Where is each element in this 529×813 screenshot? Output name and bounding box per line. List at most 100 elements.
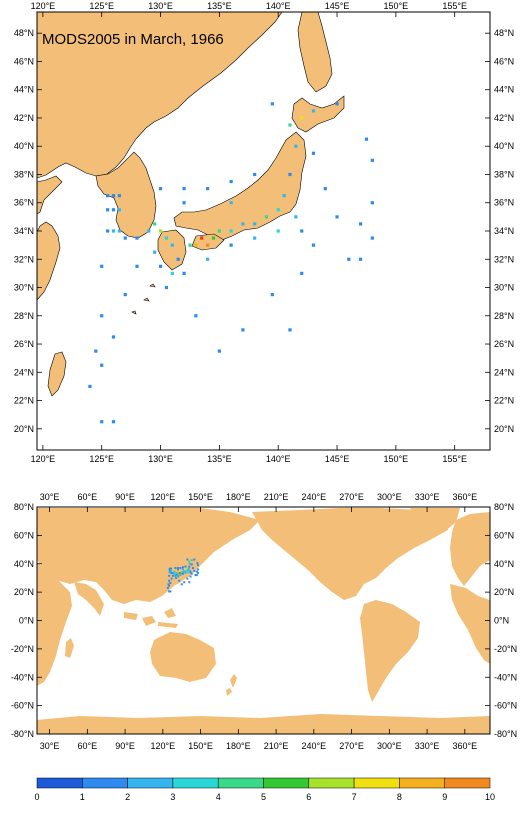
global-observation-cell xyxy=(183,570,186,573)
observation-cell xyxy=(135,236,139,240)
observation-cell xyxy=(311,109,316,113)
global-observation-cell xyxy=(170,577,173,580)
arabia-india xyxy=(74,582,104,616)
global-observation-cell xyxy=(184,571,187,574)
ryukyu-islands xyxy=(131,283,156,315)
lat-tick-label-left: 20°N xyxy=(14,424,34,434)
observation-cell xyxy=(370,201,374,205)
lon-tick-label-top: 155°E xyxy=(442,1,467,11)
global-observation-cell xyxy=(186,577,189,580)
global-lon-label-top: 120°E xyxy=(151,492,176,502)
global-observation-cell xyxy=(176,574,179,577)
sakhalin xyxy=(297,11,333,93)
global-observation-cell xyxy=(195,574,198,577)
observation-cell xyxy=(206,187,210,191)
lat-tick-label-left: 46°N xyxy=(14,56,34,66)
global-observation-cell xyxy=(189,575,192,578)
global-lat-label-left: -80°N xyxy=(11,729,34,739)
observation-cell xyxy=(100,314,104,318)
global-observation-cell xyxy=(175,575,178,578)
global-lon-label-top: 150°E xyxy=(188,492,213,502)
lon-tick-label-bottom: 130°E xyxy=(148,454,173,464)
observation-cell xyxy=(300,116,304,120)
global-lat-label-left: -20°N xyxy=(11,644,34,654)
global-lon-label-bottom: 270°E xyxy=(339,741,364,751)
observation-cell xyxy=(88,384,92,389)
global-observation-cell xyxy=(187,569,189,572)
observation-cell xyxy=(270,102,274,106)
observation-cell xyxy=(300,271,304,275)
global-lat-label-left: -60°N xyxy=(11,701,34,711)
global-lon-label-top: 30°E xyxy=(40,492,60,502)
observation-cell xyxy=(176,257,180,261)
colorbar-label: 9 xyxy=(442,792,447,802)
global-lon-label-top: 60°E xyxy=(78,492,98,502)
observation-cell xyxy=(282,194,286,198)
korean-peninsula xyxy=(95,151,157,239)
global-lat-label-right: 20°N xyxy=(494,587,514,597)
lat-tick-label-right: 38°N xyxy=(494,169,514,179)
land-masses xyxy=(36,11,345,397)
south-america xyxy=(360,600,420,702)
lon-tick-label-top: 145°E xyxy=(325,1,350,11)
lat-tick-label-right: 44°N xyxy=(494,85,514,95)
observation-cell xyxy=(241,328,245,332)
global-observation-cell xyxy=(189,559,192,562)
global-observation-cell xyxy=(179,567,182,570)
global-observation-cell xyxy=(184,570,187,573)
global-observation-cell xyxy=(170,571,173,574)
observation-cell xyxy=(294,215,298,219)
colorbar-segment xyxy=(172,777,219,789)
global-lat-label-right: -40°N xyxy=(494,672,517,682)
observation-cell xyxy=(229,201,233,205)
global-observation-cell xyxy=(188,560,191,563)
observation-cell xyxy=(111,208,116,212)
observation-cell xyxy=(182,201,186,205)
global-observation-cell xyxy=(169,590,172,593)
observation-cell xyxy=(217,229,221,233)
china-coast xyxy=(36,175,63,215)
lat-tick-label-left: 28°N xyxy=(14,311,34,321)
observation-cell xyxy=(123,292,127,297)
global-lat-label-right: -60°N xyxy=(494,701,517,711)
global-observation-cell xyxy=(190,563,193,566)
lon-tick-label-bottom: 140°E xyxy=(266,454,291,464)
observation-cell xyxy=(147,229,151,233)
global-observation-cell xyxy=(168,574,171,577)
observation-cell xyxy=(211,236,216,240)
global-observation-cell xyxy=(174,574,177,577)
global-observation-cell xyxy=(181,571,184,574)
global-observation-cell xyxy=(168,584,171,587)
colorbar-segment xyxy=(217,777,264,789)
global-observation-cell xyxy=(169,581,172,584)
observation-cell xyxy=(100,264,104,268)
lat-tick-label-left: 34°N xyxy=(14,226,34,236)
global-lon-label-bottom: 300°E xyxy=(377,741,402,751)
global-observation-cell xyxy=(181,568,184,571)
global-observation-cell xyxy=(170,567,173,570)
lat-tick-label-right: 30°N xyxy=(494,283,514,293)
global-observation-cell xyxy=(189,571,192,574)
lon-tick-label-top: 135°E xyxy=(207,1,232,11)
global-lon-label-top: 360°E xyxy=(453,492,478,502)
colorbar-label: 5 xyxy=(261,792,266,802)
observation-cell xyxy=(323,187,327,191)
lat-tick-label-right: 48°N xyxy=(494,28,514,38)
colorbar-segment xyxy=(36,777,83,789)
observation-cell xyxy=(182,187,186,191)
global-lat-label-right: 0°N xyxy=(494,616,509,626)
africa-wrap xyxy=(450,584,490,664)
lat-tick-label-right: 24°N xyxy=(494,367,514,377)
global-observation-cell xyxy=(193,569,196,572)
observation-cell xyxy=(229,243,233,247)
lat-tick-label-right: 20°N xyxy=(494,424,514,434)
europe-wrap xyxy=(450,512,490,586)
observation-cell xyxy=(276,208,280,212)
observation-cell xyxy=(358,257,363,261)
global-lat-label-left: 80°N xyxy=(14,502,34,512)
observation-cell xyxy=(170,243,174,247)
taiwan xyxy=(47,351,67,397)
global-observation-cell xyxy=(181,566,184,569)
observation-cell xyxy=(217,349,221,353)
global-observation-cell xyxy=(185,569,188,572)
